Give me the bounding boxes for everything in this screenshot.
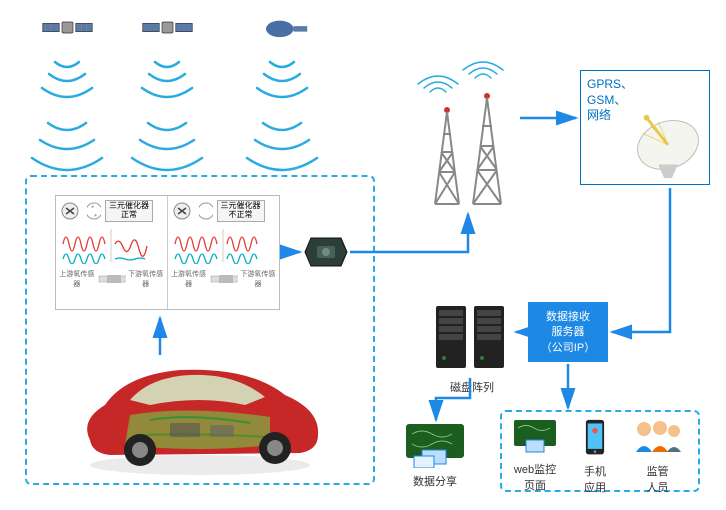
network-box: GPRS、 GSM、 网络 [580,70,710,185]
satellite-1 [40,5,95,50]
receive-server-box: 数据接收 服务器 （公司IP） [528,302,608,362]
catalyst-label-r: 三元催化器 [221,201,261,210]
sensor-downstream-label: 下游氧传感器 [128,269,164,289]
disk-array-label: 磁盘阵列 [430,379,514,395]
sensor-upstream-label-r: 上游氧传感器 [171,269,207,289]
phone-app-label: 手机应用 [575,463,615,495]
people-icon: 监管人员 [630,418,685,495]
satellite-2 [140,5,195,50]
people-label: 监管人员 [630,463,685,495]
status-normal: 正常 [121,210,137,219]
cell-towers-icon [425,92,519,210]
network-label: GPRS、 GSM、 网络 [587,77,633,124]
status-abnormal: 不正常 [229,210,253,219]
sensor-upstream-label: 上游氧传感器 [59,269,95,289]
satellite-dish-icon [629,104,707,182]
data-share-label: 数据分享 [400,473,470,489]
satellite-3 [255,5,310,50]
catalyst-label: 三元催化器 [109,201,149,210]
car-icon [70,345,330,480]
disk-array-icon: 磁盘阵列 [430,302,514,390]
sensor-panel: 三元催化器正常 上游氧传感器 下游氧传感器 三元催化器不正常 [55,195,280,310]
data-share-icon: 数据分享 [400,422,470,489]
web-monitor-icon: web监控页面 [510,418,560,493]
web-monitor-label: web监控页面 [510,461,560,493]
phone-app-icon: 手机应用 [575,418,615,495]
obd-device-icon [303,232,349,272]
sensor-downstream-label-r: 下游氧传感器 [240,269,276,289]
